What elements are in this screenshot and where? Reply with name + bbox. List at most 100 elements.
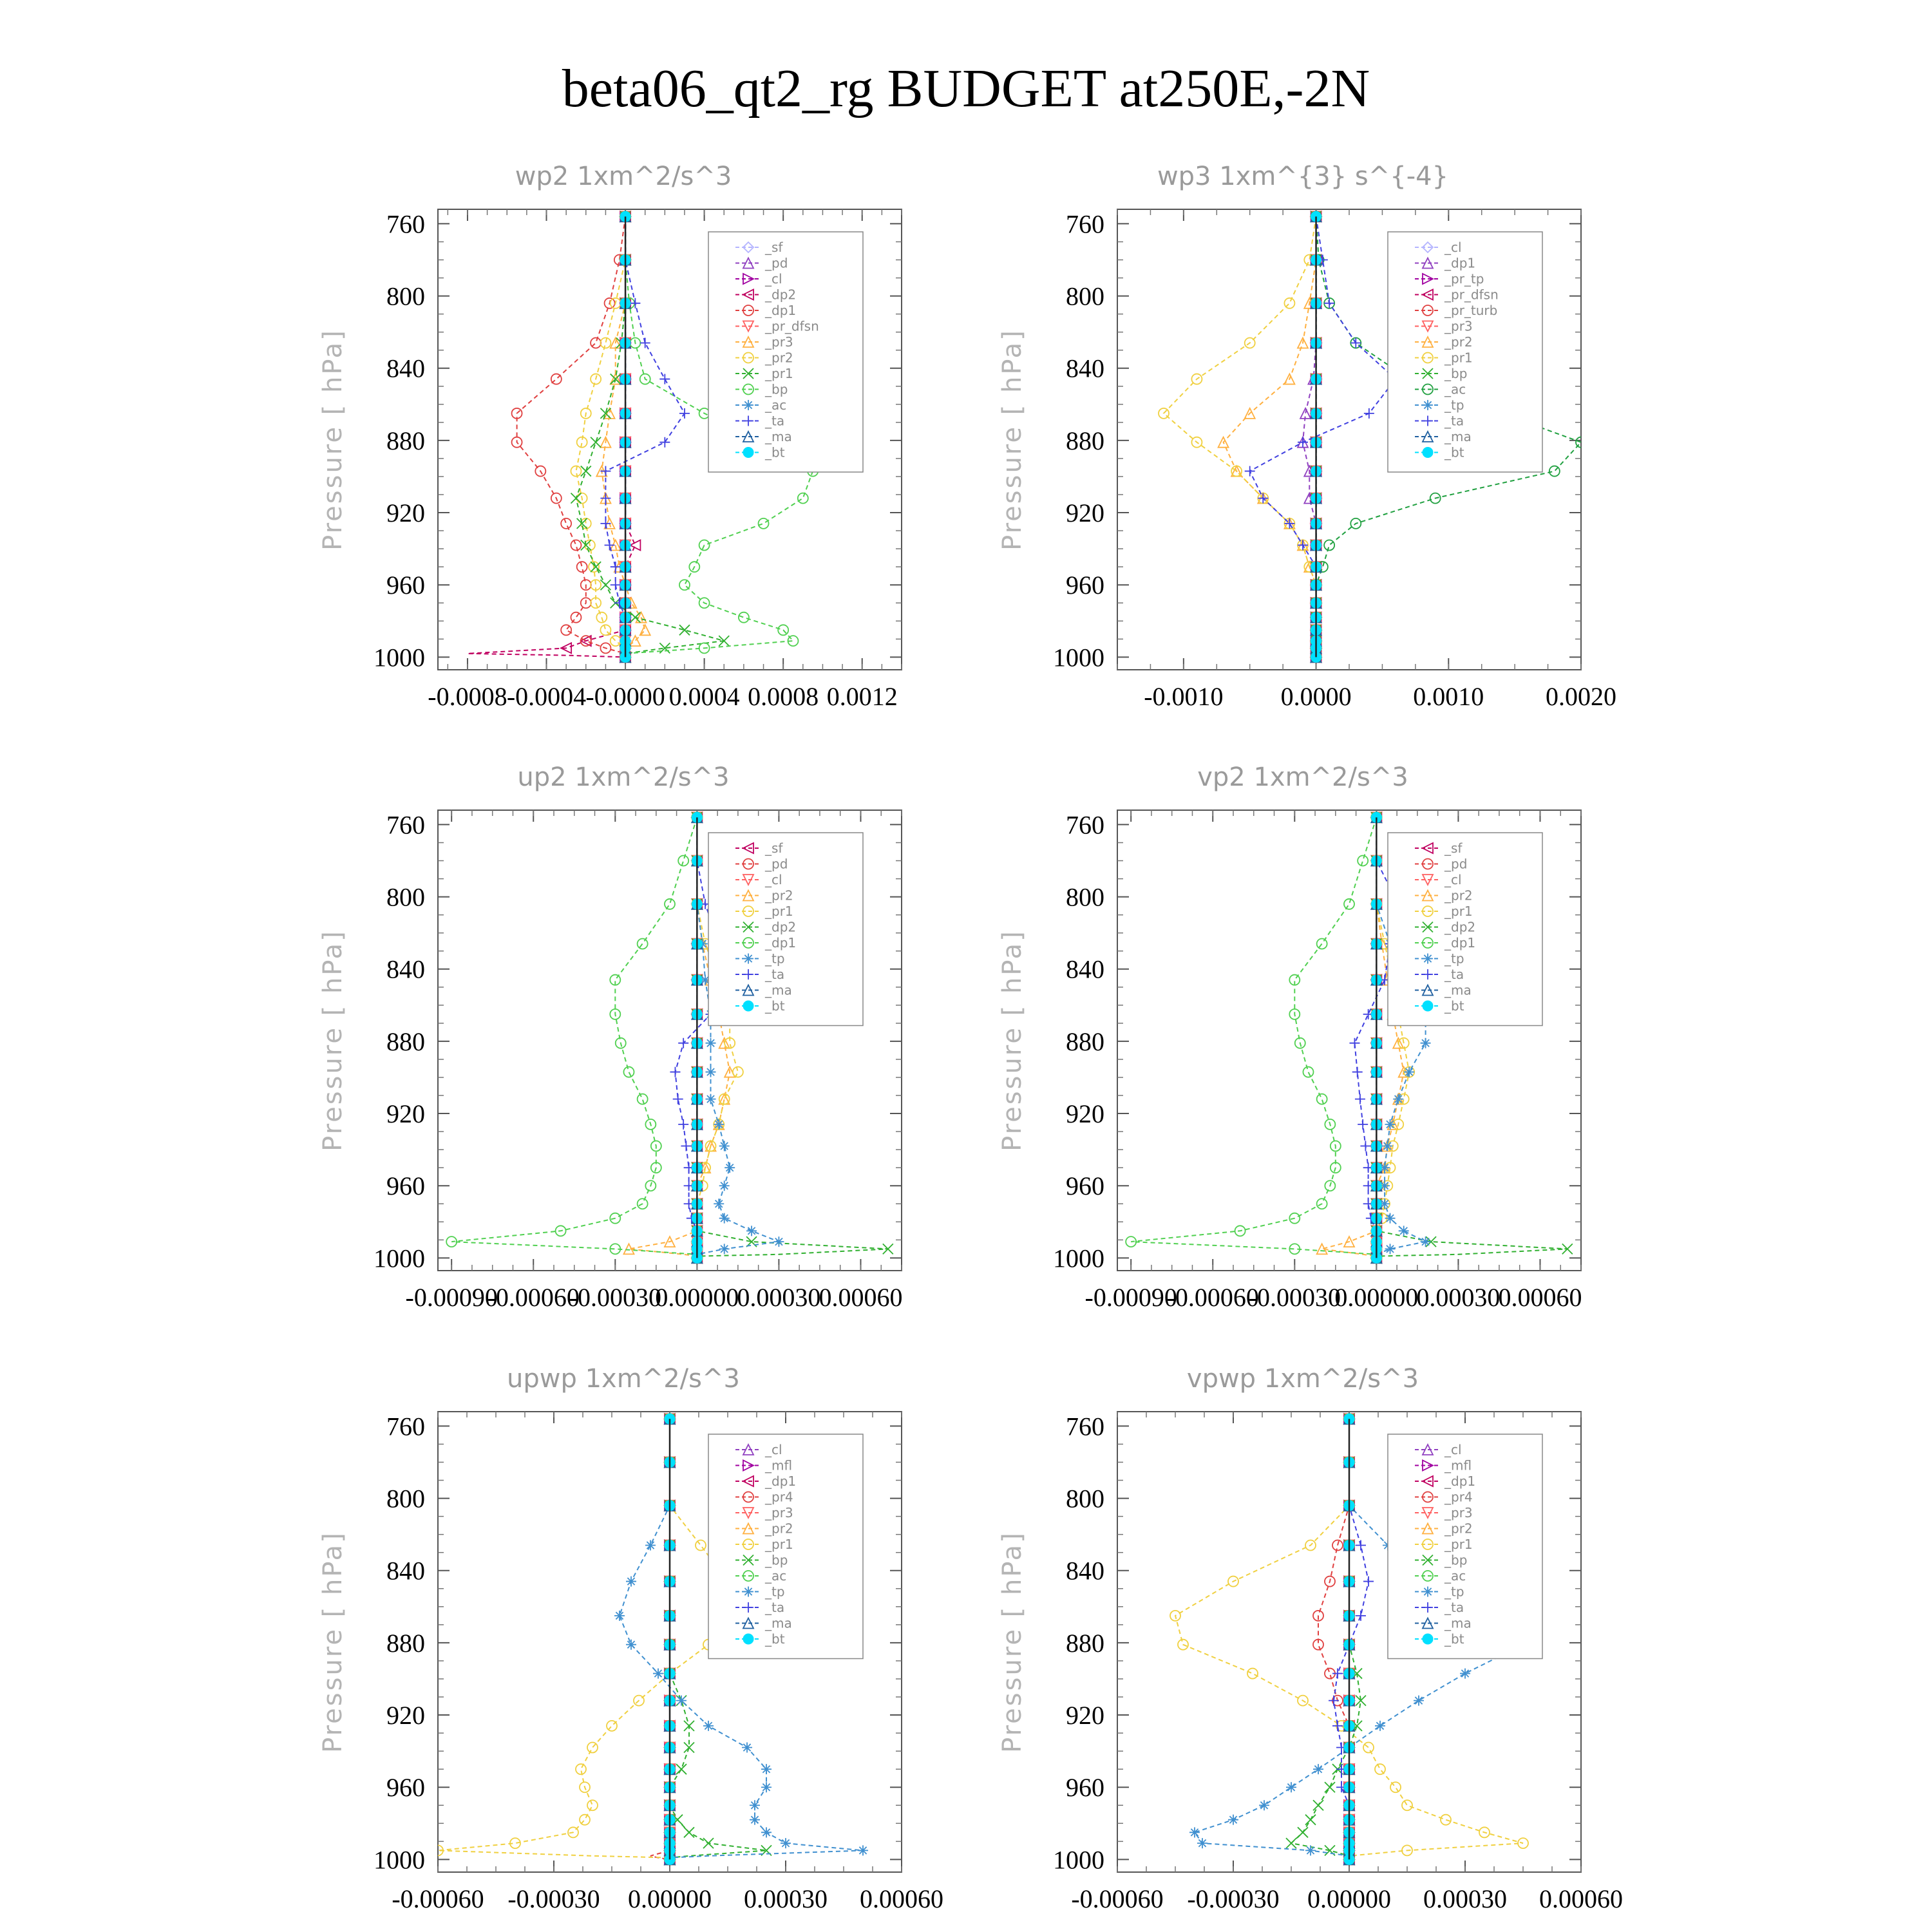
legend-label-pr1: _pr1 — [764, 904, 793, 919]
series-pr2-point — [584, 539, 596, 551]
legend-marker-sf — [742, 241, 755, 254]
x-tick-label: 0.00060 — [1498, 1283, 1582, 1312]
series-bp-point — [1324, 1781, 1336, 1793]
series-ta-point — [639, 337, 650, 348]
series-pr2-point — [1217, 435, 1230, 448]
series-tp-point — [626, 1576, 636, 1587]
series-pr1-point — [718, 1093, 730, 1105]
legend-label-pr3: _pr3 — [764, 1505, 793, 1520]
series-dp1-point — [636, 1198, 649, 1210]
series-pr1-point — [718, 635, 730, 647]
legend-label-mfl: _mfl — [764, 1458, 792, 1473]
series-pr1-point — [1305, 1539, 1316, 1551]
series-pr1-point — [579, 1814, 591, 1826]
legend-label-ta: _ta — [1444, 413, 1464, 429]
series-pr2-point — [1283, 372, 1296, 385]
y-tick-label: 1000 — [374, 1845, 425, 1874]
series-pr2-point — [623, 1242, 635, 1255]
series-dp1-point — [1324, 1180, 1336, 1192]
legend-label-cl: _cl — [1444, 872, 1462, 887]
series-dp1-point — [1234, 1225, 1246, 1237]
series-dp1-point — [664, 898, 676, 910]
series-ta-point — [1244, 466, 1255, 477]
legend-marker-ta — [743, 1602, 753, 1613]
series-tp-point — [705, 1037, 716, 1048]
series-tp-point — [719, 1141, 730, 1151]
series-tp-point — [1259, 1800, 1269, 1811]
series-bp-point — [797, 492, 809, 504]
x-tick-label: -0.00090 — [1085, 1283, 1177, 1312]
series-dp1-point — [560, 624, 573, 636]
series-ta-point — [678, 1037, 689, 1048]
legend-marker-pr2 — [1421, 889, 1434, 902]
x-tick-label: 0.00060 — [1539, 1884, 1623, 1913]
legend: _cl_dp1_pr_tp_pr_dfsn_pr_turb_pr3_pr2_pr… — [1387, 231, 1543, 473]
series-ta-point — [670, 1066, 681, 1077]
series-tp-point — [858, 1845, 868, 1856]
series-pr1-point — [1297, 1694, 1309, 1707]
series-pr1-point — [1283, 297, 1296, 309]
legend-marker-ac — [1422, 1570, 1434, 1582]
series-pr1-point — [567, 1826, 579, 1839]
y-tick-label: 800 — [386, 883, 425, 912]
legend: _sf_pd_cl_pr2_pr1_dp2_dp1_tp_ta_ma_bt — [1387, 832, 1543, 1027]
chart-panel-4: vp2 1xm^2/s^3 Pressure [ hPa] 760 800 840 880… — [998, 762, 1582, 1312]
series-ta-point — [600, 493, 611, 504]
series-ta-point — [1298, 540, 1308, 551]
series-dp1-point — [650, 1162, 662, 1174]
legend-marker-pr1 — [1422, 905, 1434, 917]
legend-marker-bt — [743, 447, 754, 458]
legend: _sf_pd_cl_dp2_dp1_pr_dfsn_pr3_pr2_pr1_bp… — [708, 231, 864, 473]
series-pr1-point — [1191, 373, 1203, 385]
series-pr1-point — [1244, 337, 1256, 349]
series-bp-point — [787, 635, 799, 647]
series-dp1-point — [650, 1140, 662, 1152]
legend-marker-dp2 — [1422, 921, 1434, 933]
legend-label-pr1: _pr1 — [764, 1537, 793, 1552]
y-axis-label: Pressure [ hPa] — [998, 1531, 1027, 1753]
legend-marker-bt — [1422, 1000, 1434, 1012]
series-dp2-point — [629, 539, 641, 551]
series-tp-point — [700, 974, 711, 985]
legend-label-pr2: _pr2 — [764, 888, 793, 904]
series-tp-point — [1379, 1198, 1390, 1209]
series-pr1-point — [1440, 1814, 1452, 1826]
series-dp1-point — [603, 297, 616, 309]
series-pr2-point — [600, 337, 612, 349]
legend-label-ma: _ma — [1444, 429, 1472, 444]
series-tp-point — [719, 1180, 730, 1191]
x-tick-label: 0.00060 — [860, 1884, 943, 1913]
series-pr4-line — [1318, 1419, 1350, 1860]
series-pr4-point — [1324, 1575, 1336, 1587]
legend-marker-bt — [743, 1633, 754, 1645]
series-bp-point — [698, 642, 710, 654]
plot-frame — [437, 810, 902, 1271]
legend-label-bt: _bt — [764, 445, 785, 460]
series-pr3-point — [629, 634, 641, 647]
series-dp1-point — [1316, 1198, 1328, 1210]
series-ta-point — [1356, 1610, 1366, 1621]
x-tick-label: -0.0010 — [1144, 682, 1223, 711]
series-dp1-point — [609, 1008, 621, 1020]
series-pr3-line — [601, 216, 646, 658]
series-group — [438, 1412, 868, 1866]
y-tick-label: 960 — [1066, 1171, 1104, 1200]
series-dp1-point — [1302, 1066, 1314, 1078]
y-tick-label: 1000 — [1053, 643, 1104, 672]
legend-marker-dp1 — [1421, 1475, 1434, 1488]
series-dp1-point — [600, 642, 612, 654]
series-dp1-point — [511, 407, 523, 419]
y-tick-label: 880 — [1066, 1629, 1104, 1658]
panel-title: up2 1xm^2/s^3 — [517, 762, 729, 792]
y-tick-label: 920 — [1066, 1701, 1104, 1730]
series-bp-point — [688, 561, 701, 573]
series-pr1-point — [1374, 1763, 1386, 1776]
x-tick-label: 0.0004 — [669, 682, 740, 711]
series-dp1-line — [451, 817, 698, 1258]
series-ta-line — [1332, 1419, 1370, 1860]
legend-label-pr2: _pr2 — [1444, 334, 1473, 350]
series-dp1-point — [636, 1093, 649, 1105]
series-pr1-point — [1170, 1609, 1181, 1622]
y-tick-label: 880 — [386, 426, 425, 455]
